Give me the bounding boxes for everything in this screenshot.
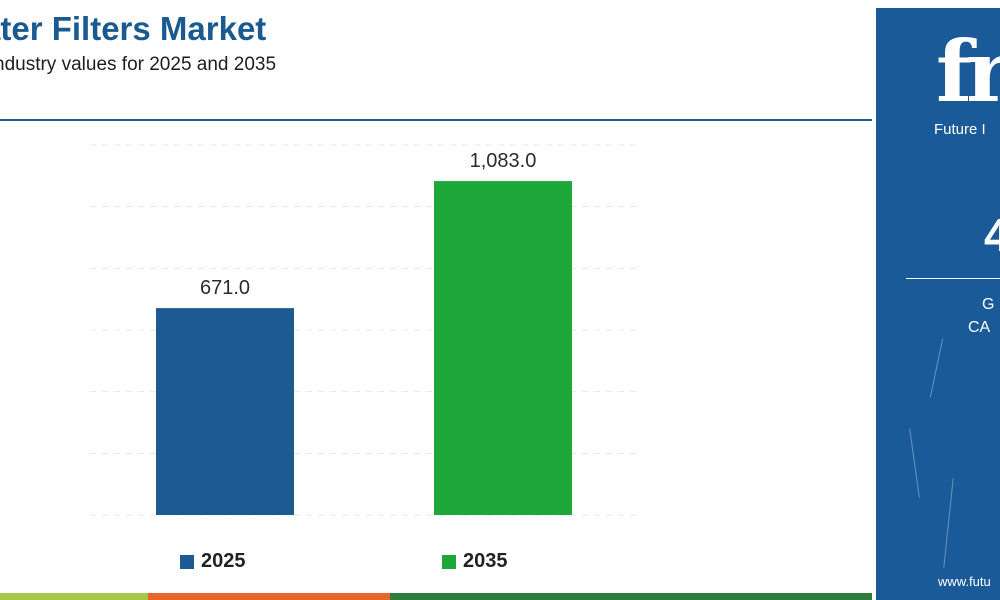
legend-item-2025: 2025	[180, 550, 246, 573]
panel-divider	[906, 278, 1000, 279]
decor-streak	[929, 338, 944, 398]
header-divider	[0, 119, 872, 121]
metric-label-1: G	[982, 296, 995, 313]
footer-stripe-green-light	[0, 593, 148, 600]
footer-stripe-green-dark	[390, 593, 872, 600]
bars	[156, 181, 572, 515]
legend-swatch-2025	[180, 554, 194, 569]
bar-chart: 671.0 1,083.0	[90, 144, 640, 516]
legend: 2025 2035	[0, 550, 872, 576]
data-labels: 671.0 1,083.0	[200, 150, 536, 299]
data-label-2035: 1,083.0	[470, 150, 537, 172]
website-url: www.futu	[938, 574, 991, 589]
brand-logo: fr	[936, 22, 1000, 121]
legend-swatch-2035	[442, 554, 456, 569]
brand-name: Future I	[934, 121, 986, 138]
legend-label-2035: 2035	[463, 550, 508, 572]
footer-stripe-orange	[148, 593, 390, 600]
data-label-2025: 671.0	[200, 277, 250, 299]
chart-title: ater Filters Market	[0, 10, 267, 47]
chart-subtitle: ndustry values for 2025 and 2035	[0, 54, 277, 75]
legend-label-2025: 2025	[201, 550, 246, 572]
metric-label-2: CA	[968, 319, 991, 336]
side-panel: fr Future I 4 G CA www.futu	[876, 8, 1000, 600]
bar-2035	[434, 181, 572, 515]
decor-streak	[943, 478, 954, 568]
highlight-value: 4	[984, 209, 1000, 261]
bar-2025	[156, 308, 294, 515]
legend-item-2035: 2035	[442, 550, 508, 573]
decor-streak	[909, 428, 920, 498]
